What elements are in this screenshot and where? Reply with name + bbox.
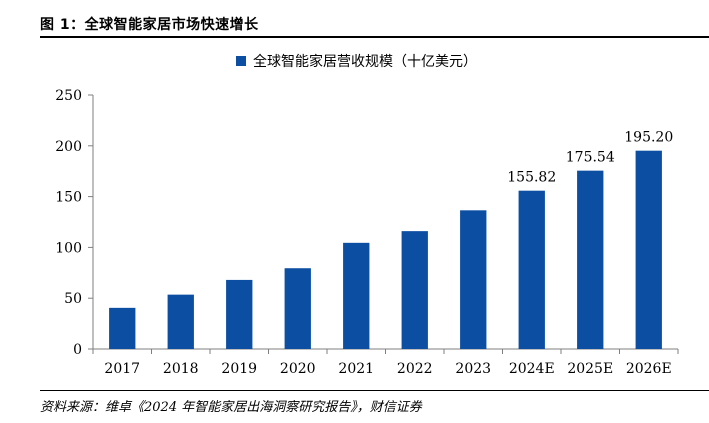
- legend-label: 全球智能家居营收规模（十亿美元）: [253, 53, 477, 70]
- x-tick-label: 2026E: [626, 361, 672, 377]
- legend-swatch: [236, 56, 246, 66]
- x-tick-label: 2023: [455, 361, 491, 377]
- data-label: 175.54: [566, 150, 615, 166]
- figure-title: 图 1：全球智能家居市场快速增长: [40, 17, 259, 33]
- y-tick-label: 0: [73, 342, 82, 358]
- x-tick-label: 2017: [104, 361, 140, 377]
- bar-2025E: [577, 170, 604, 349]
- data-label: 195.20: [624, 130, 673, 146]
- bar-2022: [401, 231, 428, 349]
- bar-2023: [460, 210, 487, 349]
- bar-2024E: [518, 190, 545, 349]
- figure-header: 图 1：全球智能家居市场快速增长: [40, 12, 709, 38]
- source-note: 资料来源：维卓《2024 年智能家居出海洞察研究报告》，财信证券: [40, 400, 422, 415]
- bar-2021: [343, 242, 370, 349]
- bar-2019: [226, 279, 253, 349]
- bar-chart: 全球智能家居营收规模（十亿美元） 0 50 100 150 200 250 2017 2018 2…: [55, 53, 679, 377]
- y-tick-label: 50: [64, 291, 82, 307]
- x-tick-label: 2025E: [567, 361, 613, 377]
- bar-2018: [167, 294, 194, 349]
- x-tick-label: 2021: [338, 361, 374, 377]
- chart-container: 全球智能家居营收规模（十亿美元） 0 50 100 150 200 250 2017 2018 2…: [40, 38, 709, 388]
- y-tick-label: 150: [55, 190, 82, 206]
- y-tick-label: 100: [55, 240, 82, 256]
- bar-2026E: [635, 150, 662, 349]
- y-tick-label: 200: [55, 139, 82, 155]
- y-tick-label: 250: [55, 88, 82, 104]
- x-tick-label: 2024E: [509, 361, 555, 377]
- x-tick-label: 2020: [280, 361, 316, 377]
- x-tick-label: 2018: [163, 361, 199, 377]
- bar-2017: [109, 307, 136, 349]
- x-tick-label: 2022: [397, 361, 433, 377]
- data-label: 155.82: [507, 170, 556, 186]
- bar-2020: [284, 268, 311, 349]
- footer-rule: [40, 390, 709, 391]
- x-tick-label: 2019: [221, 361, 257, 377]
- header-rule: [40, 36, 709, 38]
